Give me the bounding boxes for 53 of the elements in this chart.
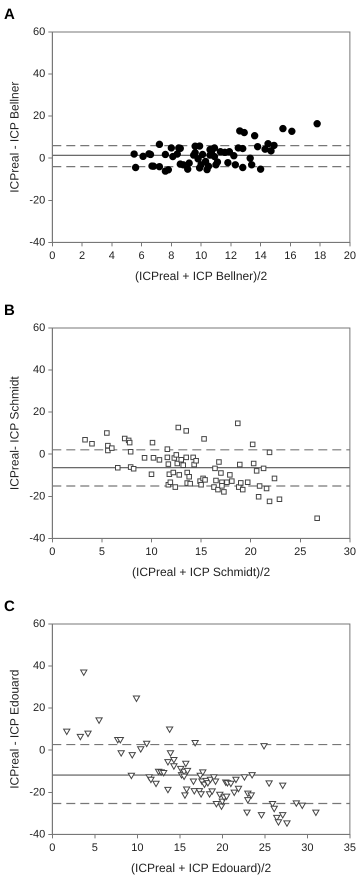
x-tick-label: 6 [138,250,145,262]
x-tick-label: 0 [49,250,56,262]
y-tick-label: 40 [33,660,46,672]
y-axis-title: ICPreal - ICP Edouard [8,670,22,789]
y-tick-label: 20 [33,406,46,418]
x-tick-label: 25 [294,546,306,558]
x-tick-label: 30 [301,842,314,854]
x-tick-label: 20 [244,546,257,558]
y-tick-label: -40 [29,532,46,544]
y-tick-label: 20 [33,702,46,714]
x-tick-label: 5 [92,842,98,854]
chart-title: B [4,302,15,320]
y-tick-label: -40 [29,236,46,248]
y-tick-label: 20 [33,110,46,122]
x-tick-label: 10 [194,250,208,262]
x-tick-label: 5 [98,546,105,558]
x-tick-label: 15 [194,546,208,558]
x-tick-label: 14 [254,250,267,262]
x-tick-label: 0 [49,546,56,558]
y-tick-label: -20 [29,786,46,798]
x-tick-label: 12 [224,250,237,262]
y-axis-title: ICPreal - ICP Bellner [8,82,22,193]
x-tick-label: 16 [284,250,296,262]
y-axis-title: ICPreal- ICP Schmidt [8,376,22,490]
x-tick-label: 10 [131,842,144,854]
x-tick-label: 25 [258,842,271,854]
x-tick-label: 20 [344,250,356,262]
y-tick-label: 40 [33,68,46,80]
y-tick-label: -20 [29,490,46,502]
chart-title: C [4,598,15,616]
x-tick-label: 35 [344,842,356,854]
y-tick-label: 60 [33,322,46,334]
y-tick-label: 0 [39,152,46,164]
y-tick-label: 60 [33,618,46,630]
x-tick-label: 8 [168,250,174,262]
x-tick-label: 18 [314,250,326,262]
x-tick-label: 30 [344,546,356,558]
y-tick-label: -20 [29,194,46,206]
y-tick-label: -40 [29,828,46,840]
x-tick-label: 4 [108,250,115,262]
x-axis-title: (ICPreal + ICP Schmidt)/2 [132,565,270,580]
x-axis-title: (ICPreal + ICP Edouard)/2 [130,861,272,876]
x-tick-label: 20 [216,842,228,854]
chart-title: A [4,6,15,24]
y-tick-label: 60 [33,26,46,38]
x-tick-label: 15 [174,842,186,854]
x-tick-label: 0 [49,842,56,854]
y-tick-label: 40 [33,364,46,376]
x-tick-label: 2 [78,250,86,262]
x-tick-label: 10 [145,546,158,558]
y-tick-label: 0 [39,744,46,756]
y-tick-label: 0 [39,448,46,460]
x-axis-title: (ICPreal + ICP Bellner)/2 [135,269,268,284]
